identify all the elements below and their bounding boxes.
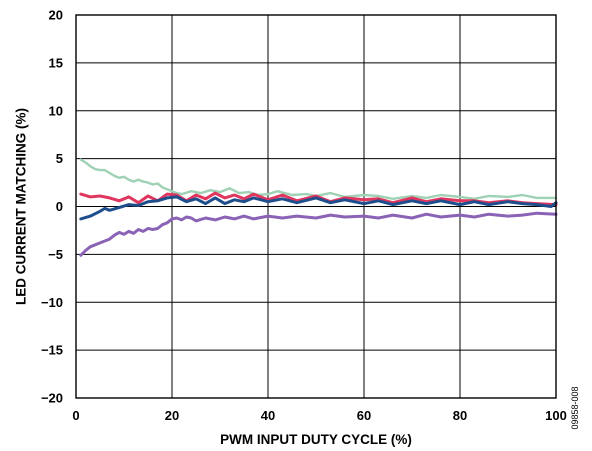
y-tick-label: −5 xyxy=(48,247,63,262)
x-tick-label: 100 xyxy=(545,408,567,423)
series-line-2 xyxy=(79,191,558,207)
y-tick-label: 5 xyxy=(56,151,63,166)
series-line-1 xyxy=(79,158,558,201)
x-tick-label: 40 xyxy=(261,408,275,423)
y-tick-label: −20 xyxy=(41,391,63,406)
y-tick-label: −10 xyxy=(41,295,63,310)
x-tick-label: 80 xyxy=(453,408,467,423)
x-tick-label: 20 xyxy=(165,408,179,423)
y-tick-label: 15 xyxy=(49,55,63,70)
y-tick-label: 0 xyxy=(56,199,63,214)
plot-frame xyxy=(75,14,557,399)
figure-code: 09858-008 xyxy=(570,386,580,429)
y-tick-label: 20 xyxy=(49,8,63,23)
y-tick-labels: 20 15 10 5 0 −5 −10 −15 −20 xyxy=(41,8,63,406)
y-tick-label: −15 xyxy=(41,343,63,358)
series-line-3 xyxy=(79,195,558,221)
series-line-4 xyxy=(79,211,558,257)
x-tick-labels: 0 20 40 60 80 100 xyxy=(72,408,566,423)
x-tick-label: 0 xyxy=(72,408,79,423)
x-tick-label: 60 xyxy=(357,408,371,423)
y-axis-title: LED CURRENT MATCHING (%) xyxy=(14,108,29,305)
series-lines xyxy=(79,158,558,257)
grid-lines xyxy=(76,15,556,398)
y-tick-label: 10 xyxy=(49,103,63,118)
x-axis-title: PWM INPUT DUTY CYCLE (%) xyxy=(220,432,412,447)
